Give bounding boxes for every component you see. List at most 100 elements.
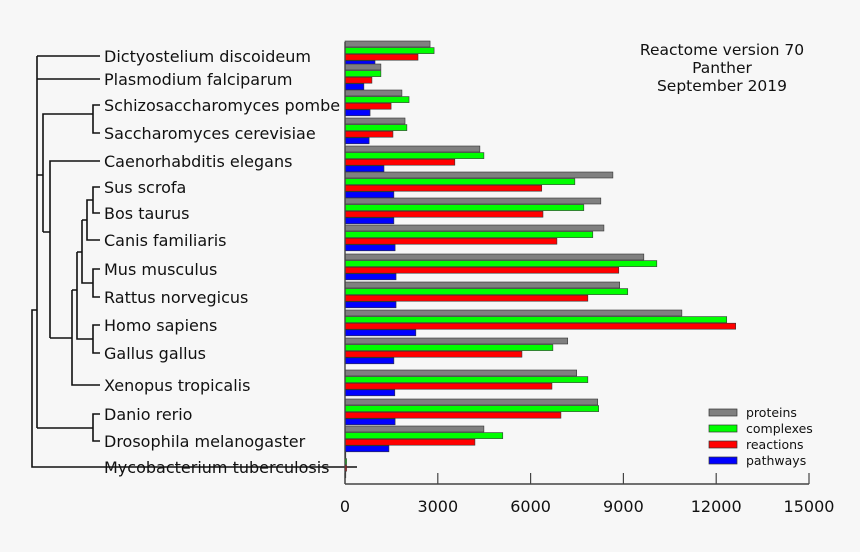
bar-reactions: [344, 350, 523, 358]
bar-pathways: [344, 83, 365, 91]
bar-proteins: [344, 281, 620, 289]
legend-label: reactions: [746, 437, 804, 452]
bar-complexes: [344, 178, 576, 185]
x-tick-label: 9000: [603, 497, 644, 516]
category-label: Plasmodium falciparum: [104, 70, 292, 89]
legend-swatch-pathways: [708, 456, 738, 465]
bar-complexes: [344, 344, 554, 351]
bar-proteins: [344, 253, 645, 261]
bar-proteins: [344, 425, 485, 433]
bar-complexes: [344, 231, 594, 238]
bar-reactions: [344, 322, 736, 330]
x-tick-label: 15000: [784, 497, 835, 516]
bar-reactions: [344, 53, 419, 61]
bar-pathways: [344, 301, 397, 309]
bar-complexes: [344, 260, 658, 267]
title-line: Reactome version 70: [640, 41, 804, 59]
dendrogram-branch: [50, 290, 100, 386]
bar-proteins: [344, 398, 599, 406]
category-label: Schizosaccharomyces pombe: [104, 96, 340, 115]
bar-reactions: [344, 102, 392, 110]
bar-complexes: [344, 316, 728, 323]
category-label: Saccharomyces cerevisiae: [104, 124, 316, 143]
x-tick-label: 12000: [691, 497, 742, 516]
bar-reactions: [344, 294, 589, 302]
title-line: September 2019: [657, 77, 787, 95]
bar-reactions: [344, 130, 394, 138]
x-axis: 0 3000 6000 9000 12000 15000: [340, 42, 835, 516]
category-label: Mus musculus: [104, 260, 217, 279]
bar-reactions: [344, 184, 543, 192]
bar-complexes: [344, 288, 629, 295]
legend-swatch-reactions: [708, 440, 738, 449]
bar-proteins: [344, 63, 382, 71]
category-label: Dictyostelium discoideum: [104, 47, 311, 66]
dendrogram-branch: [37, 104, 100, 232]
bar-reactions: [344, 266, 620, 274]
dendrogram-branch: [77, 220, 100, 298]
bar-proteins: [344, 145, 481, 153]
bar-proteins: [344, 309, 683, 317]
bar-pathways: [344, 191, 395, 199]
bar-proteins: [344, 171, 614, 179]
x-tick-label: 3000: [417, 497, 458, 516]
legend-label: complexes: [746, 421, 813, 436]
bar-pathways: [344, 137, 370, 145]
bar-pathways: [344, 389, 396, 397]
bar-complexes: [344, 152, 485, 159]
category-label: Canis familiaris: [104, 231, 227, 250]
bar-pathways: [344, 273, 397, 281]
bar-complexes: [344, 432, 504, 439]
x-tick-label: 6000: [510, 497, 551, 516]
dendrogram-branch: [82, 186, 100, 241]
bar-reactions: [344, 210, 544, 218]
bar-reactions: [344, 237, 558, 245]
dendrogram-branch: [72, 252, 100, 354]
bar-proteins: [344, 197, 602, 205]
bar-complexes: [344, 376, 589, 383]
bar-reactions: [344, 411, 562, 419]
bar-proteins: [344, 337, 569, 345]
category-label: Sus scrofa: [104, 178, 186, 197]
bar-pathways: [344, 418, 396, 426]
bar-reactions: [344, 76, 373, 84]
legend-label: pathways: [746, 453, 806, 468]
bar-proteins: [344, 224, 605, 232]
category-label: Xenopus tropicalis: [104, 376, 250, 395]
category-label: Caenorhabditis elegans: [104, 152, 292, 171]
dendrogram: [31, 55, 357, 468]
dendrogram-branch: [31, 309, 357, 468]
x-tick-label: 0: [340, 497, 350, 516]
bar-reactions: [344, 158, 456, 166]
bar-pathways: [344, 357, 395, 365]
bar-complexes: [344, 124, 408, 131]
category-label: Mycobacterium tuberculosis: [104, 458, 330, 477]
bar-reactions: [344, 438, 476, 446]
dendrogram-branch: [36, 55, 100, 428]
bar-pathways: [344, 109, 371, 117]
legend-swatch-proteins: [708, 408, 738, 417]
bar-pathways: [344, 445, 390, 453]
bar-proteins: [344, 369, 577, 377]
category-label: Gallus gallus: [104, 344, 206, 363]
category-label: Danio rerio: [104, 405, 192, 424]
category-label: Rattus norvegicus: [104, 288, 248, 307]
bar-complexes: [344, 96, 410, 103]
bar-pathways: [344, 165, 385, 173]
legend-label: proteins: [746, 405, 797, 420]
category-label: Homo sapiens: [104, 316, 217, 335]
bar-pathways: [344, 329, 417, 337]
dendrogram-branch: [43, 160, 100, 338]
bar-complexes: [344, 47, 435, 54]
bar-complexes: [344, 70, 382, 77]
bar-proteins: [344, 89, 403, 97]
category-label: Bos taurus: [104, 204, 189, 223]
bar-complexes: [344, 204, 585, 211]
title-line: Panther: [692, 59, 752, 77]
bar-reactions: [344, 382, 553, 390]
bar-pathways: [344, 244, 396, 252]
legend-swatch-complexes: [708, 424, 738, 433]
